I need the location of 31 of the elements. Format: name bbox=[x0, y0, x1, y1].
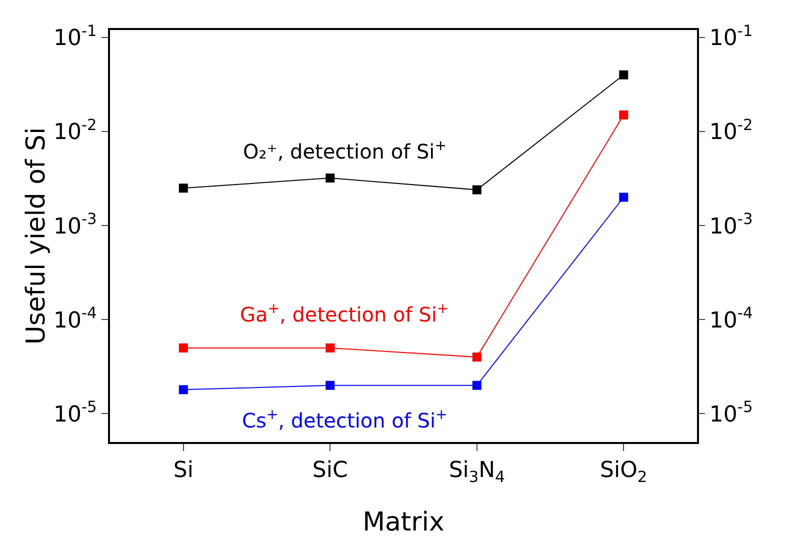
point bbox=[326, 174, 335, 183]
series-label: Cs$^{+}$, detection of Si$^{+}$ bbox=[242, 407, 448, 432]
point bbox=[326, 380, 335, 390]
text: 10$^{-5}$ bbox=[53, 398, 97, 428]
text: 10$^{-4}$ bbox=[53, 304, 97, 334]
text: 10$^{-1}$ bbox=[53, 22, 97, 52]
point bbox=[472, 352, 482, 362]
point bbox=[326, 343, 335, 352]
y-tick-label: 10$^{-2}$ bbox=[709, 116, 753, 146]
series-label: Ga$^{+}$, detection of Si$^{+}$ bbox=[240, 301, 449, 326]
point bbox=[178, 385, 188, 394]
x-axis-title: Matrix bbox=[362, 508, 444, 538]
series-label: O₂⁺, detection of Si$^{+}$ bbox=[243, 138, 446, 164]
x-tick-label: Si bbox=[173, 458, 194, 484]
text: 10$^{-3}$ bbox=[53, 210, 97, 240]
point bbox=[178, 343, 188, 352]
point bbox=[619, 192, 628, 202]
point bbox=[472, 185, 482, 194]
point bbox=[619, 70, 628, 80]
x-tick-label: SiO$_{2}$ bbox=[600, 458, 648, 486]
point bbox=[178, 184, 188, 193]
point bbox=[619, 110, 628, 120]
y-tick-label: 10$^{-1}$ bbox=[709, 22, 753, 52]
x-tick-label: SiC bbox=[312, 458, 348, 484]
y-tick-label: 10$^{-5}$ bbox=[709, 398, 753, 428]
y-tick-label: 10$^{-3}$ bbox=[709, 210, 753, 240]
y-tick-label: 10$^{-4}$ bbox=[709, 304, 753, 334]
x-tick-label: Si$_{3}$N$_{4}$ bbox=[448, 458, 505, 486]
point bbox=[472, 380, 482, 390]
text: 10$^{-2}$ bbox=[53, 116, 97, 146]
y-axis-title: Useful yield of Si bbox=[21, 127, 52, 345]
